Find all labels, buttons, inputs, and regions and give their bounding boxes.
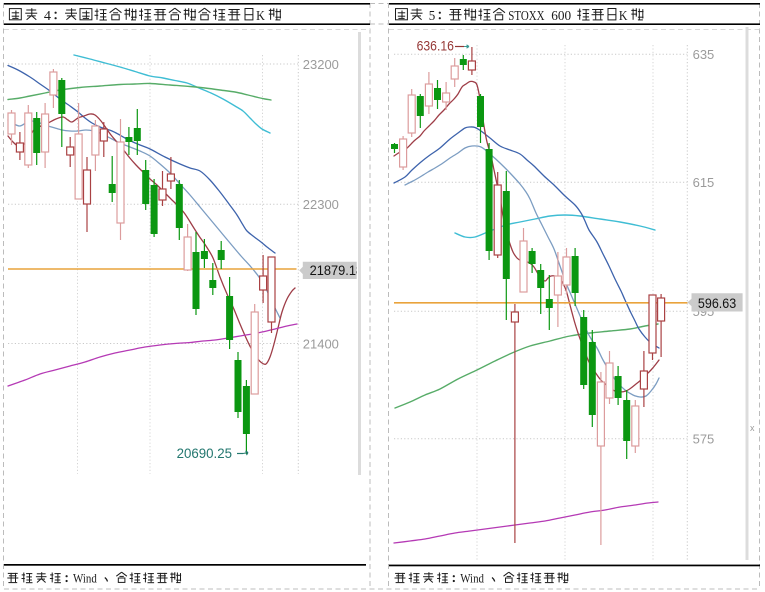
svg-text:Wind: Wind <box>73 572 97 586</box>
svg-text:635: 635 <box>693 47 715 62</box>
svg-text:23200: 23200 <box>303 57 339 72</box>
svg-text:615: 615 <box>693 175 715 190</box>
svg-text:636.16: 636.16 <box>417 38 454 54</box>
svg-text:600: 600 <box>551 9 571 24</box>
svg-text:21879.18: 21879.18 <box>310 262 364 278</box>
svg-text:4: 4 <box>44 9 51 24</box>
svg-text:K: K <box>619 9 628 24</box>
svg-text:5: 5 <box>429 9 436 24</box>
svg-text:20690.25: 20690.25 <box>177 445 233 461</box>
svg-text:575: 575 <box>693 432 715 447</box>
svg-text:596.63: 596.63 <box>698 295 736 311</box>
svg-text:Wind: Wind <box>460 572 484 586</box>
svg-text:x: x <box>750 423 755 433</box>
svg-text:K: K <box>256 9 265 24</box>
svg-text:STOXX: STOXX <box>508 9 544 24</box>
svg-text:21400: 21400 <box>303 336 339 351</box>
svg-text:22300: 22300 <box>303 197 339 212</box>
